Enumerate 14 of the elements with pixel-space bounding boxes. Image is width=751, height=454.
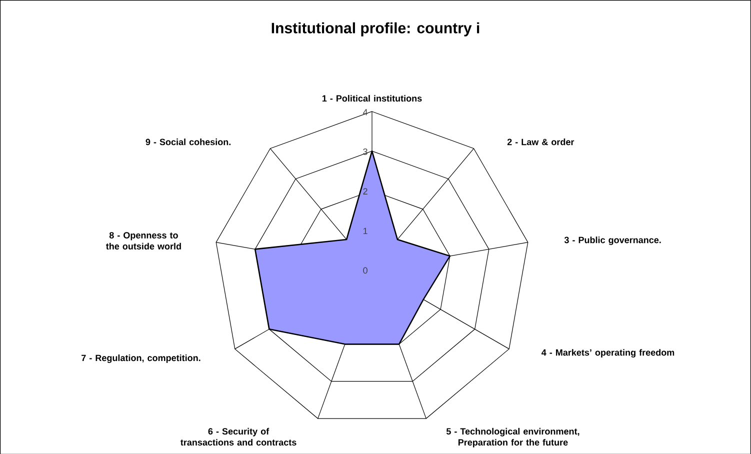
- spoke-label: 2 - Law & order: [507, 138, 574, 145]
- spoke-label: 9 - Social cohesion.: [146, 138, 231, 145]
- spoke-label: 1 - Political institutions: [322, 94, 422, 102]
- y-tick-label: 3: [363, 148, 368, 155]
- spoke-label: 8 - Openness to the outside world: [106, 232, 181, 250]
- y-tick-label: 2: [363, 188, 368, 194]
- y-tick-label: 1: [363, 228, 368, 234]
- spoke-label: 4 - Markets’ operating freedom: [542, 348, 674, 358]
- chart-title: Institutional profile: country i: [272, 22, 480, 36]
- y-tick-label: 0: [363, 267, 368, 274]
- spoke-label: 6 - Security of transactions and contracts: [180, 428, 296, 446]
- spoke-label: 3 - Public governance.: [564, 236, 661, 245]
- spoke-label: 5 - Technological environment, Preparation for the future: [446, 428, 580, 448]
- spoke-label: 7 - Regulation, competition.: [82, 354, 200, 363]
